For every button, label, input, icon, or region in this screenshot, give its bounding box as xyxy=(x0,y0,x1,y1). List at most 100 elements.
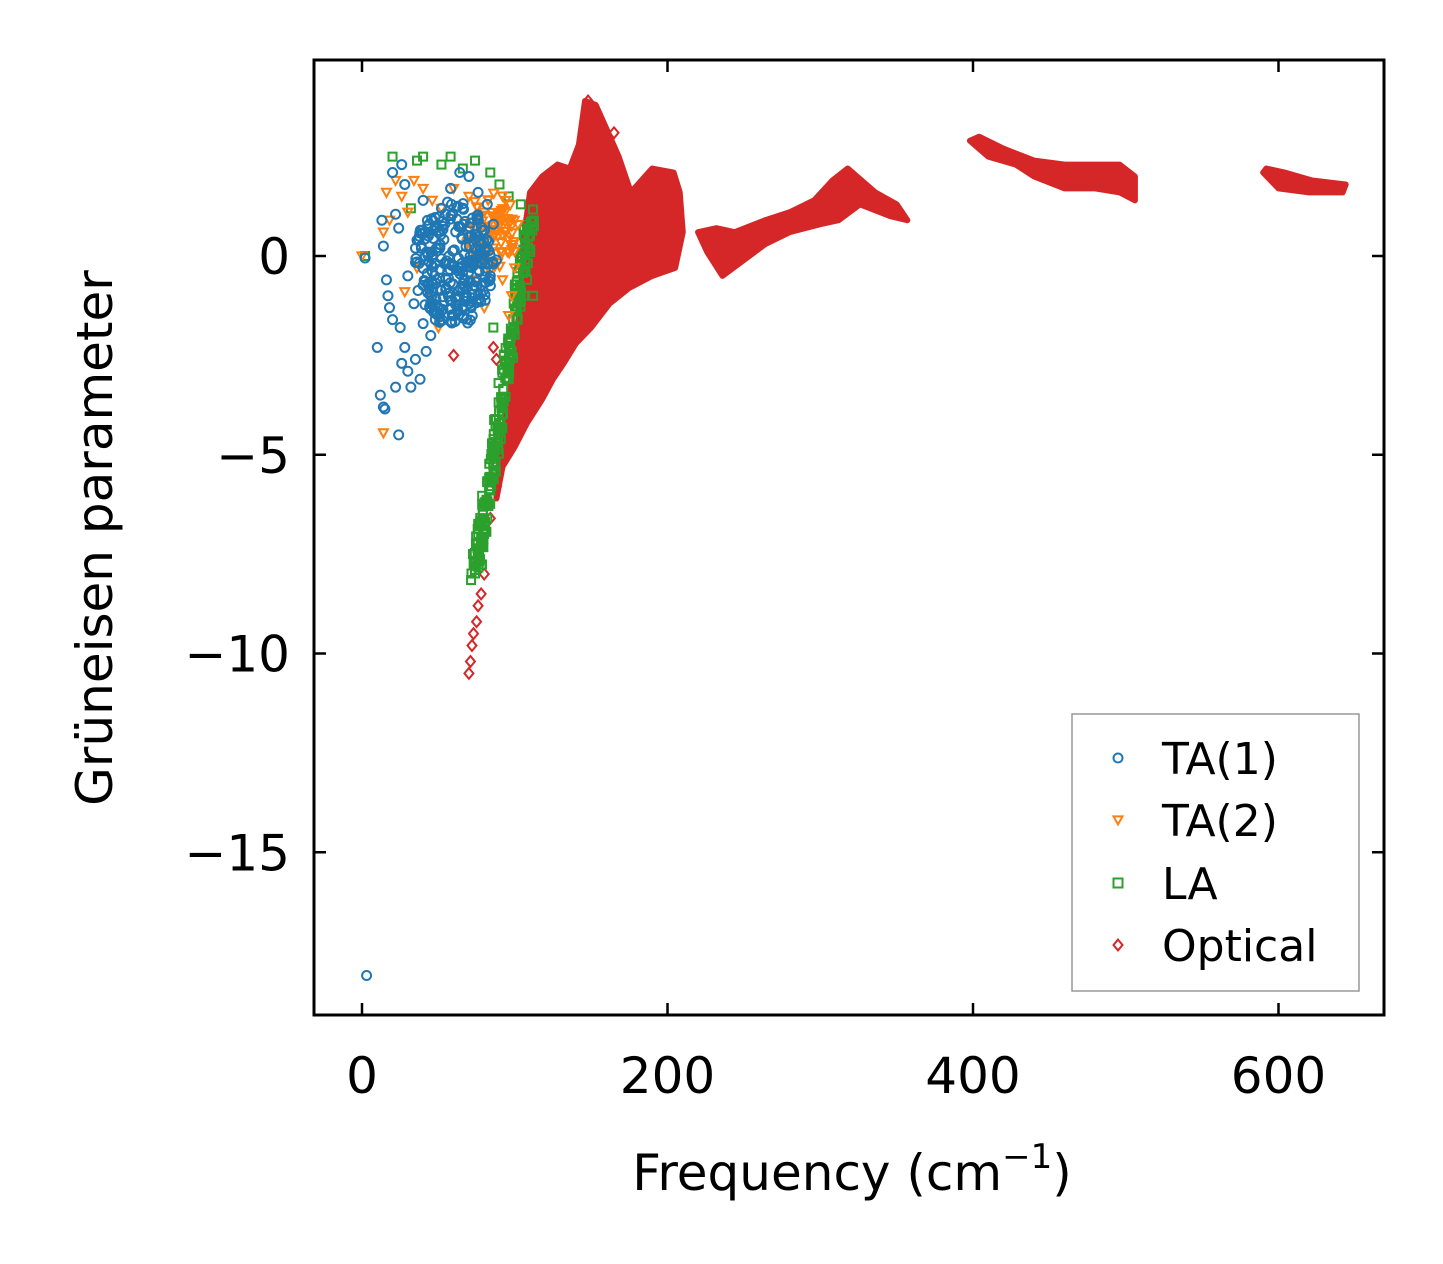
marker-square xyxy=(494,421,505,432)
legend: TA(1) TA(2) LA Optical xyxy=(1071,713,1360,992)
marker-square xyxy=(515,199,526,210)
marker-circle xyxy=(454,167,466,179)
marker-square xyxy=(512,314,523,325)
marker-circle xyxy=(472,209,484,221)
tick-labels: 0 200 400 600 0 −5 −10 −15 xyxy=(184,228,1326,1105)
optical-band xyxy=(1260,165,1349,196)
marker-square xyxy=(1112,877,1124,889)
marker-circle xyxy=(390,381,402,393)
marker-triangle xyxy=(505,291,518,303)
marker-circle xyxy=(426,276,438,288)
y-tick-label: 0 xyxy=(258,228,290,286)
marker-circle xyxy=(481,198,493,210)
marker-diamond xyxy=(472,598,484,613)
marker-circle xyxy=(410,252,422,264)
marker-triangle xyxy=(496,275,509,287)
marker-circle xyxy=(429,314,441,326)
marker-square xyxy=(485,498,496,509)
marker-circle xyxy=(474,293,486,305)
marker-square xyxy=(488,474,499,485)
marker-square xyxy=(520,257,531,268)
marker-diamond xyxy=(447,348,460,363)
x-axis-label: Frequency (cm−1) xyxy=(632,1137,1072,1202)
marker-square xyxy=(476,533,487,544)
marker-triangle xyxy=(496,191,509,203)
marker-circle xyxy=(402,270,414,282)
marker-circle xyxy=(377,401,389,413)
marker-circle xyxy=(414,373,426,385)
series-la xyxy=(360,151,539,586)
marker-triangle xyxy=(502,235,515,247)
marker-circle xyxy=(393,222,405,234)
marker-square xyxy=(518,290,529,301)
marker-square xyxy=(498,408,509,419)
marker-circle xyxy=(420,345,432,357)
marker-circle xyxy=(466,258,478,270)
marker-triangle xyxy=(398,287,411,299)
marker-circle xyxy=(1112,752,1124,764)
marker-triangle xyxy=(502,219,516,231)
marker-triangle xyxy=(502,311,515,323)
marker-square xyxy=(488,457,499,468)
marker-circle xyxy=(457,266,469,278)
marker-circle xyxy=(359,252,371,264)
marker-circle xyxy=(423,218,435,230)
marker-circle xyxy=(465,217,477,229)
marker-diamond xyxy=(475,586,487,601)
marker-circle xyxy=(472,186,484,198)
marker-circle xyxy=(430,277,442,289)
marker-triangle xyxy=(401,207,415,219)
marker-square xyxy=(485,167,496,178)
y-tick-label: −10 xyxy=(184,626,290,684)
legend-frame xyxy=(1071,713,1360,992)
marker-square xyxy=(527,225,538,236)
marker-triangle xyxy=(488,229,501,241)
marker-square xyxy=(445,151,456,162)
marker-triangle xyxy=(508,263,521,275)
marker-circle xyxy=(456,233,468,245)
marker-circle xyxy=(374,389,386,401)
marker-circle xyxy=(445,210,457,222)
marker-triangle xyxy=(502,248,516,260)
marker-circle xyxy=(487,218,499,230)
marker-circle xyxy=(424,301,436,313)
marker-square xyxy=(521,223,532,234)
marker-square xyxy=(525,247,536,258)
marker-circle xyxy=(394,322,406,334)
marker-diamond xyxy=(487,340,500,355)
optical-band xyxy=(966,133,1138,204)
series-ta1 xyxy=(359,159,502,981)
marker-circle xyxy=(408,298,420,310)
marker-diamond xyxy=(608,125,620,140)
marker-circle xyxy=(425,330,437,341)
marker-circle xyxy=(473,266,485,278)
marker-circle xyxy=(437,304,449,316)
marker-circle xyxy=(458,203,470,215)
marker-circle xyxy=(396,357,408,369)
marker-circle xyxy=(380,274,392,286)
marker-circle xyxy=(399,341,411,353)
marker-circle xyxy=(480,242,492,254)
legend-item: LA xyxy=(1112,859,1218,910)
marker-triangle xyxy=(462,191,476,203)
marker-circle xyxy=(479,224,491,236)
marker-triangle xyxy=(487,188,500,200)
marker-square xyxy=(528,204,539,215)
marker-circle xyxy=(434,315,446,327)
marker-square xyxy=(484,484,495,495)
marker-square xyxy=(521,274,532,285)
marker-square xyxy=(436,159,447,170)
marker-circle xyxy=(478,235,490,247)
marker-circle xyxy=(447,310,459,322)
marker-triangle xyxy=(426,195,439,207)
marker-diamond xyxy=(466,638,478,653)
marker-circle xyxy=(463,171,475,182)
marker-circle xyxy=(440,282,452,294)
marker-square xyxy=(485,485,496,496)
marker-circle xyxy=(439,218,451,230)
marker-square xyxy=(510,303,521,314)
marker-triangle xyxy=(496,207,509,219)
marker-circle xyxy=(412,284,424,296)
marker-square xyxy=(497,403,508,414)
marker-square xyxy=(519,247,530,258)
